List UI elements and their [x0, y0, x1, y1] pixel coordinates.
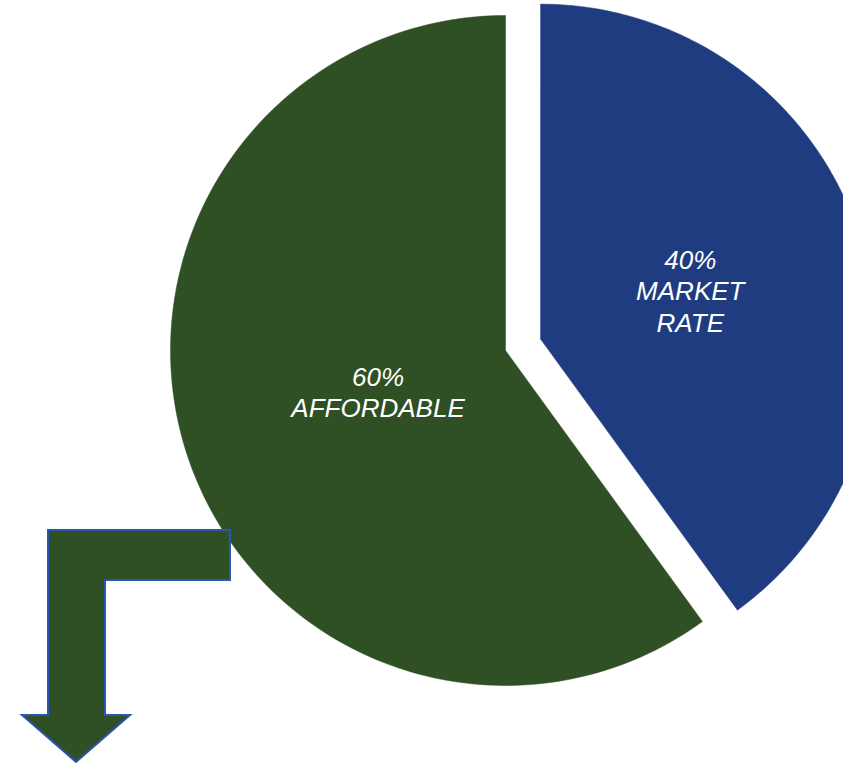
svg-text:40%MARKETRATE: 40%MARKETRATE [636, 245, 746, 337]
svg-text:60%AFFORDABLE: 60%AFFORDABLE [289, 362, 465, 423]
